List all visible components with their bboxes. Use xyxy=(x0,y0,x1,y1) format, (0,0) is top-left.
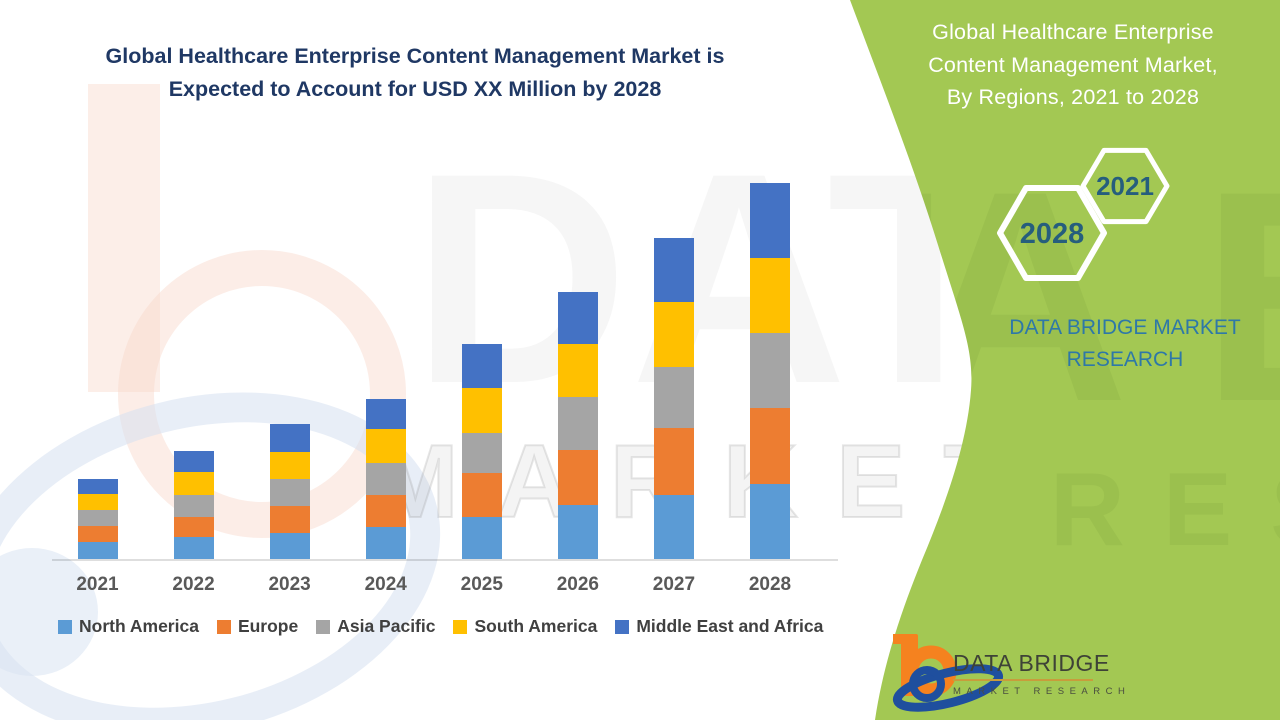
side-panel-title-line-1: Global Healthcare Enterprise xyxy=(932,20,1214,44)
side-panel-title-line-3: By Regions, 2021 to 2028 xyxy=(946,85,1200,110)
logo-brand-name: DATA BRIDGE xyxy=(953,650,1110,676)
side-panel-title: Global Healthcare Enterprise Content Man… xyxy=(893,16,1253,114)
logo-brand-subname: MARKET RESEARCH xyxy=(953,686,1131,697)
hexagon-year-2028: 2028 xyxy=(1020,218,1085,250)
legend-label: Asia Pacific xyxy=(337,616,436,636)
side-panel-background xyxy=(850,0,1280,720)
legend-swatch-icon xyxy=(615,619,630,634)
legend-swatch-icon xyxy=(453,619,468,634)
legend-item-middle-east-and-africa: Middle East and Africa xyxy=(615,616,823,637)
chart-title-line-1: Global Healthcare Enterprise Content Man… xyxy=(105,44,725,68)
logo-underline xyxy=(953,679,1093,681)
legend-label: Middle East and Africa xyxy=(636,616,824,636)
legend-item-asia-pacific: Asia Pacific xyxy=(316,616,435,637)
side-panel-title-line-2: Content Management Market, xyxy=(928,52,1218,77)
legend-item-south-america: South America xyxy=(453,616,597,637)
legend-item-europe: Europe xyxy=(216,616,299,637)
chart-title-line-2: Expected to Account for USD XX Million b… xyxy=(168,77,662,102)
data-bridge-b-swirl-icon xyxy=(892,634,1004,712)
legend-label: Europe xyxy=(237,616,299,636)
legend-swatch-icon xyxy=(216,619,231,634)
side-panel-brand-text: DATA BRIDGE MARKET RESEARCH xyxy=(1009,316,1241,371)
hexagon-2021 xyxy=(1080,147,1170,225)
legend-swatch-icon xyxy=(316,619,331,634)
legend-swatch-icon xyxy=(58,619,72,634)
chart-title: Global Healthcare Enterprise Content Man… xyxy=(65,40,765,107)
chart-legend: North America Europe Asia Pacific South Ame… xyxy=(58,616,823,637)
hexagon-2028 xyxy=(997,185,1107,281)
hexagon-year-2021: 2021 xyxy=(1096,171,1154,201)
legend-label: North America xyxy=(79,616,199,636)
x-axis-line xyxy=(52,559,838,561)
legend-label: South America xyxy=(474,616,598,636)
svg-text:MARKET RESEARCH: MARKET RESEARCH xyxy=(310,452,1280,568)
legend-item-north-america: North America xyxy=(58,616,199,637)
